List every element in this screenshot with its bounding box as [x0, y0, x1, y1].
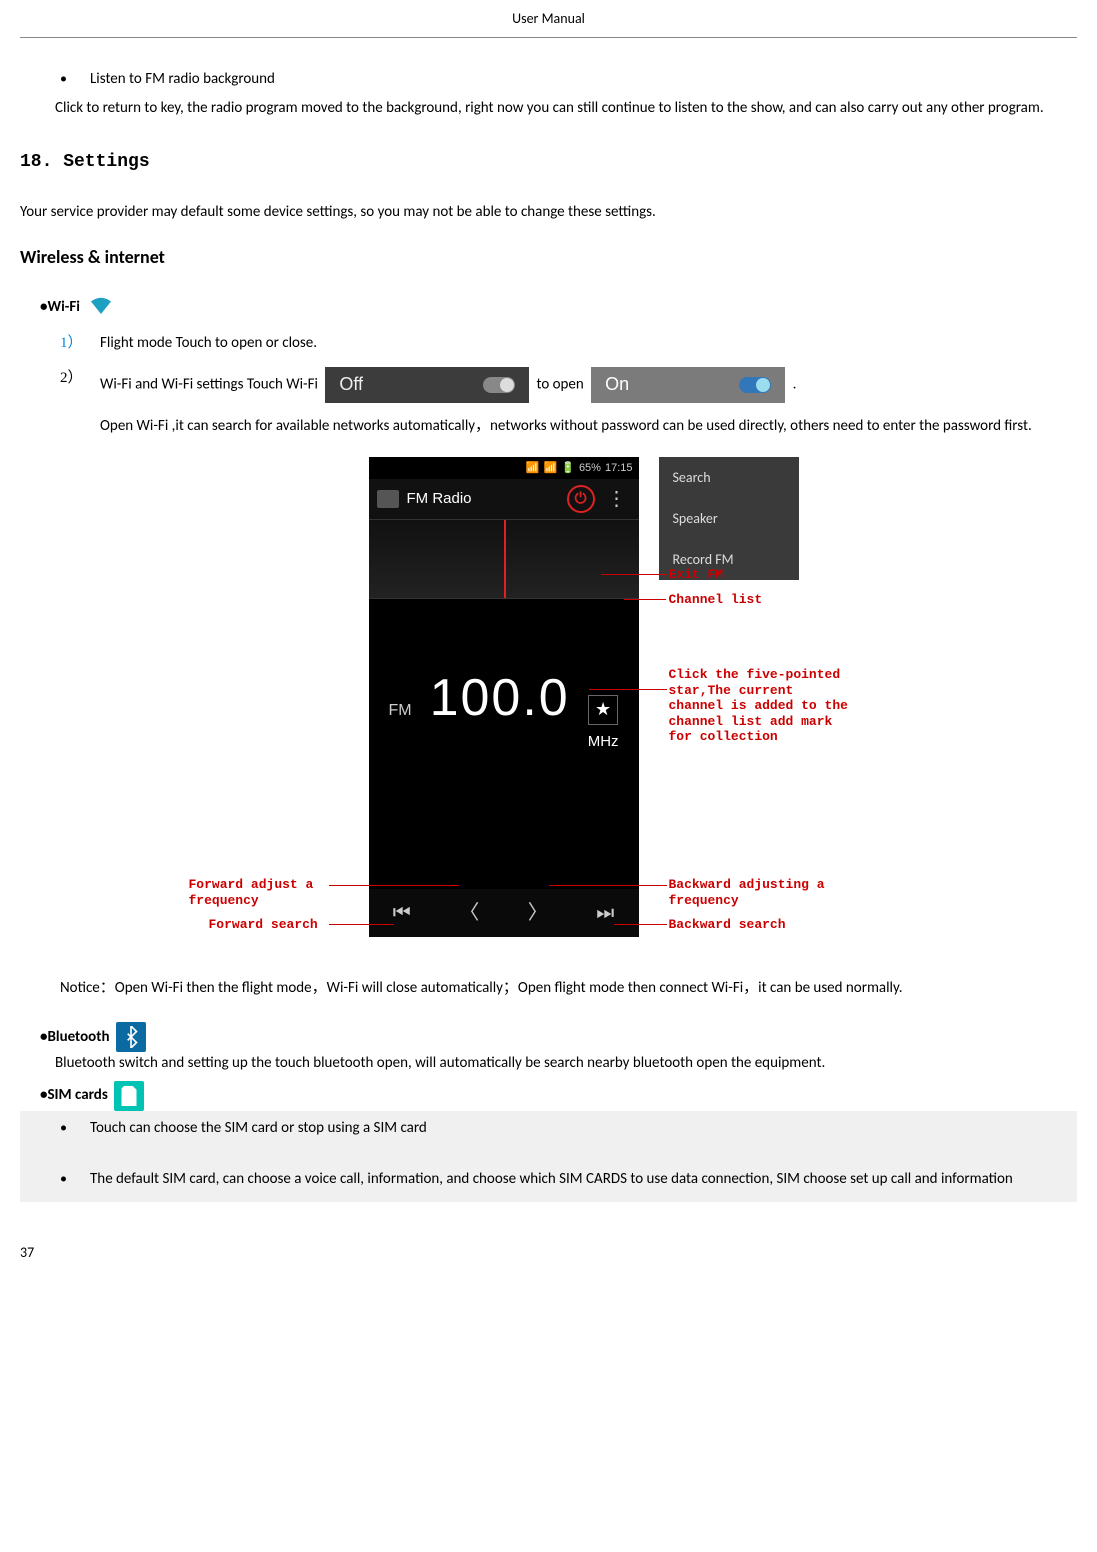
mhz-label: MHz [588, 731, 619, 754]
bullet-dot: • [60, 1117, 90, 1140]
next-track-icon: ⏭ [596, 898, 614, 928]
line-fwd-adj [329, 885, 459, 886]
nav-bar: ⏮ 〈 〉 ⏭ [369, 889, 639, 937]
label-fwd-adj: Forward adjust a frequency [189, 877, 349, 908]
sim-label: •SIM cards [40, 1084, 108, 1107]
label-chlist: Channel list [669, 592, 763, 608]
bullet-dot: • [60, 1168, 90, 1191]
bluetooth-label: •Bluetooth [40, 1026, 110, 1049]
wifi-small-icon: 📶 [526, 460, 540, 477]
next-icon: 〉 [528, 898, 548, 928]
toggle-on-icon [739, 377, 771, 393]
item2-line2: Open Wi-Fi ,it can search for available … [100, 415, 1077, 438]
menu-search: Search [659, 457, 799, 498]
line-chlist [624, 599, 666, 600]
line-exit [601, 574, 667, 575]
freq-row: FM 100.0 ★ MHz [369, 599, 639, 793]
sim-b2-text: The default SIM card, can choose a voice… [90, 1168, 1013, 1191]
line-bwd-adj [549, 885, 667, 886]
sim-b1-text: Touch can choose the SIM card or stop us… [90, 1117, 427, 1140]
item2-post: . [793, 375, 797, 393]
bluetooth-label-row: •Bluetooth [40, 1022, 1077, 1052]
app-title: FM Radio [407, 488, 472, 511]
label-star: Click the five-pointed star,The current … [669, 667, 849, 745]
wifi-label-row: •Wi-Fi [40, 291, 1077, 325]
item1-num: 1） [60, 332, 100, 355]
radio-icon [377, 490, 399, 508]
label-bwd-adj: Backward adjusting a frequency [669, 877, 869, 908]
bullet-dot: • [60, 68, 90, 91]
page-header: User Manual [20, 0, 1077, 38]
item2-num: 2） [60, 367, 100, 390]
wifi-item-2: 2） Wi-Fi and Wi-Fi settings Touch Wi-Fi … [60, 367, 1077, 403]
tuner-scale [369, 519, 639, 599]
wifi-label: •Wi-Fi [40, 296, 80, 319]
app-bar: FM Radio ⏻ ⋮ [369, 479, 639, 519]
sim-icon [114, 1081, 144, 1111]
wifi-item-1: 1） Flight mode Touch to open or close. [60, 332, 1077, 355]
line-star [589, 689, 667, 690]
status-time: 17:15 [605, 460, 633, 477]
item2-mid: to open [536, 375, 583, 393]
fm-diagram: 📶 📶 🔋 65% 17:15 FM Radio ⏻ ⋮ FM 100.0 [169, 457, 929, 967]
fm-bullet: • Listen to FM radio background [60, 68, 1077, 91]
item2-pre: Wi-Fi and Wi-Fi settings Touch Wi-Fi [100, 375, 318, 393]
label-bwd-search: Backward search [669, 917, 786, 933]
label-exit: Exit FM [669, 567, 724, 583]
sim-bullet-2: • The default SIM card, can choose a voi… [60, 1168, 1077, 1191]
sim-bullet-1: • Touch can choose the SIM card or stop … [60, 1117, 1077, 1140]
item2-row: Wi-Fi and Wi-Fi settings Touch Wi-Fi Off… [100, 367, 1077, 403]
settings-intro: Your service provider may default some d… [20, 201, 1077, 224]
phone-mock: 📶 📶 🔋 65% 17:15 FM Radio ⏻ ⋮ FM 100.0 [369, 457, 639, 937]
batt-pct: 65% [579, 460, 601, 477]
prev-icon: 〈 [459, 898, 479, 928]
on-label: On [605, 371, 629, 398]
bluetooth-desc: Bluetooth switch and setting up the touc… [55, 1052, 1077, 1075]
wireless-head: Wireless & internet [20, 244, 1077, 271]
fm-label: FM [388, 699, 411, 723]
bluetooth-icon [116, 1022, 146, 1052]
status-bar: 📶 📶 🔋 65% 17:15 [369, 457, 639, 479]
menu-dots-icon: ⋮ [603, 484, 631, 514]
label-fwd-search: Forward search [209, 917, 318, 933]
off-label: Off [339, 371, 363, 398]
wifi-notice: Notice：Open Wi-Fi then the flight mode，W… [60, 977, 1077, 1000]
freq-value: 100.0 [430, 659, 570, 737]
sim-label-row: •SIM cards [40, 1081, 1077, 1111]
wifi-off-toggle: Off [325, 367, 529, 403]
toggle-off-icon [483, 377, 515, 393]
item1-text: Flight mode Touch to open or close. [100, 332, 1077, 355]
power-icon: ⏻ [567, 485, 595, 513]
settings-heading: 18. Settings [20, 149, 1077, 176]
prev-track-icon: ⏮ [393, 898, 411, 928]
menu-popup: Search Speaker Record FM [659, 457, 799, 580]
signal-icon: 📶 [544, 460, 558, 477]
page-number: 37 [20, 1242, 1077, 1263]
fm-bullet-label: Listen to FM radio background [90, 68, 275, 91]
star-icon: ★ [588, 695, 618, 725]
fm-bullet-desc: Click to return to key, the radio progra… [55, 97, 1077, 120]
line-fwd-search [329, 924, 394, 925]
batt-icon: 🔋 [561, 460, 575, 477]
wifi-icon [86, 291, 116, 325]
menu-speaker: Speaker [659, 498, 799, 539]
wifi-on-toggle: On [591, 367, 785, 403]
line-bwd-search [614, 924, 667, 925]
